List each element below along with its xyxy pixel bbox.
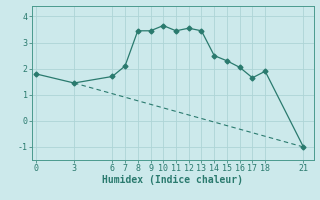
X-axis label: Humidex (Indice chaleur): Humidex (Indice chaleur) [102, 175, 243, 185]
